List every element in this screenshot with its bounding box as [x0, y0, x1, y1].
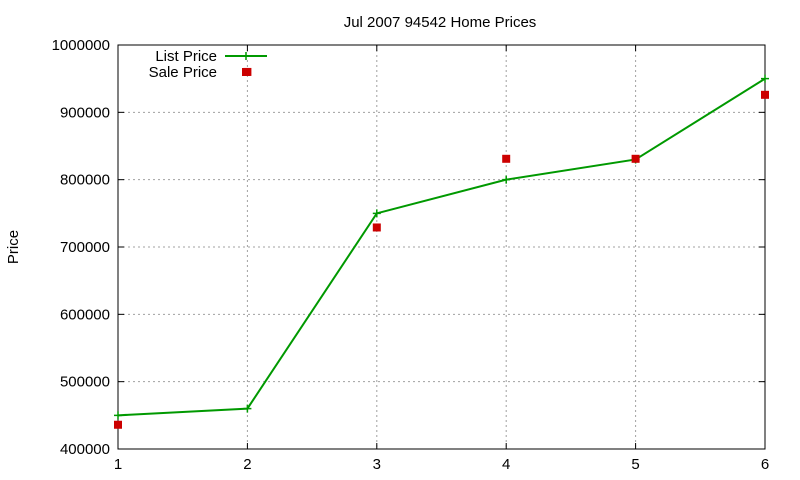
y-tick-label: 600000 — [60, 306, 110, 323]
y-tick-label: 500000 — [60, 374, 110, 391]
axis-ticks: 1 2 3 4 5 6 400000 500000 600000 700000 800000 9000… — [52, 37, 770, 473]
y-tick-label: 800000 — [60, 172, 110, 189]
x-tick-label: 5 — [631, 456, 639, 473]
list-price-line — [117, 77, 766, 417]
legend-label: List Price — [155, 48, 217, 65]
y-tick-label: 400000 — [60, 441, 110, 458]
x-tick-label: 2 — [243, 456, 251, 473]
y-axis-label: Price — [5, 230, 22, 264]
list-price-point — [243, 404, 252, 413]
list-price-point — [372, 209, 381, 218]
x-tick-label: 6 — [761, 456, 769, 473]
y-tick-label: 900000 — [60, 104, 110, 121]
chart-title: Jul 2007 94542 Home Prices — [344, 14, 537, 31]
legend-square-swatch — [242, 68, 250, 76]
list-price-point — [502, 175, 511, 184]
plot-frame — [117, 44, 766, 450]
x-tick-label: 4 — [502, 456, 510, 473]
y-tick-label: 1000000 — [52, 37, 110, 54]
list-price-point — [761, 74, 769, 83]
sale-price-point — [502, 154, 511, 163]
x-tick-label: 1 — [114, 456, 122, 473]
x-tick-label: 3 — [373, 456, 381, 473]
series-layer — [114, 67, 769, 429]
grid-lines — [118, 45, 765, 449]
sale-price-point — [761, 90, 769, 99]
y-tick-label: 700000 — [60, 239, 110, 256]
legend-label: Sale Price — [149, 64, 217, 81]
list-price-point — [114, 411, 122, 420]
sale-price-point — [372, 223, 381, 232]
legend-plus-swatch — [242, 52, 250, 60]
sale-price-point — [114, 420, 122, 429]
sale-price-point — [631, 154, 640, 163]
